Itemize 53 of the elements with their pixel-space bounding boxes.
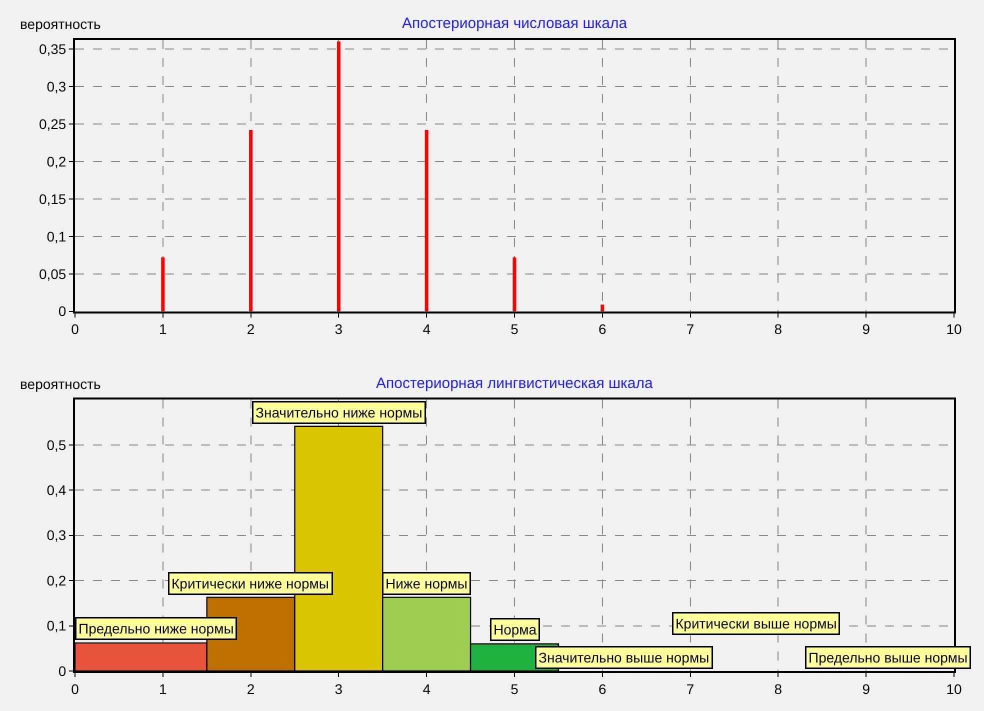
y-tick-label: 0,5	[46, 436, 66, 453]
x-tick-label: 0	[71, 680, 80, 697]
x-tick-label: 5	[510, 321, 519, 338]
bar	[161, 257, 165, 312]
x-tick-label: 10	[946, 680, 962, 697]
annotation: Предельно выше нормы	[808, 650, 968, 666]
annotation: Критически ниже нормы	[172, 576, 329, 592]
x-tick-label: 8	[774, 321, 782, 338]
bar	[249, 130, 253, 312]
y-axis-title: вероятность	[20, 376, 101, 392]
bar	[424, 130, 428, 312]
x-tick-label: 4	[422, 680, 431, 697]
x-tick-label: 3	[334, 680, 343, 697]
y-tick-label: 0,05	[38, 266, 66, 282]
annotation: Значительно выше нормы	[538, 650, 710, 666]
x-tick-label: 7	[686, 321, 694, 338]
x-tick-label: 2	[246, 680, 255, 697]
annotation: Критически выше нормы	[676, 616, 837, 632]
x-tick-label: 1	[159, 321, 167, 338]
annotation: Предельно ниже нормы	[78, 620, 234, 636]
annotation: Норма	[494, 622, 537, 638]
y-tick-label: 0,2	[46, 572, 66, 588]
x-tick-label: 0	[71, 321, 80, 338]
bar	[600, 304, 604, 312]
bar	[512, 257, 516, 312]
y-tick-label: 0,1	[46, 618, 66, 634]
y-tick-label: 0,25	[38, 116, 66, 132]
y-tick-label: 0,15	[38, 190, 66, 207]
x-tick-label: 6	[598, 321, 606, 338]
y-tick-label: 0	[58, 303, 66, 320]
y-tick-label: 0,1	[46, 228, 66, 244]
x-tick-label: 9	[862, 680, 870, 697]
x-tick-label: 9	[862, 321, 870, 338]
y-tick-label: 0,4	[46, 482, 66, 498]
chart-title: Апостериорная числовая шкала	[402, 15, 628, 32]
annotation: Значительно ниже нормы	[256, 404, 422, 420]
chart-title: Апостериорная лингвистическая шкала	[376, 375, 654, 392]
x-tick-label: 4	[422, 321, 431, 338]
y-axis-title: вероятность	[20, 16, 101, 32]
x-tick-label: 5	[510, 680, 519, 697]
x-tick-label: 7	[686, 680, 694, 697]
x-tick-label: 6	[598, 680, 606, 697]
y-tick-label: 0	[58, 662, 66, 679]
x-tick-label: 3	[334, 321, 343, 338]
x-tick-label: 2	[246, 321, 255, 338]
x-tick-label: 10	[946, 321, 962, 338]
y-tick-label: 0,2	[46, 153, 66, 170]
x-tick-label: 8	[774, 680, 782, 697]
x-tick-label: 1	[159, 680, 167, 697]
y-tick-label: 0,3	[46, 78, 66, 94]
annotation: Ниже нормы	[386, 576, 468, 592]
y-tick-label: 0,35	[38, 40, 66, 57]
y-tick-label: 0,3	[46, 527, 66, 544]
